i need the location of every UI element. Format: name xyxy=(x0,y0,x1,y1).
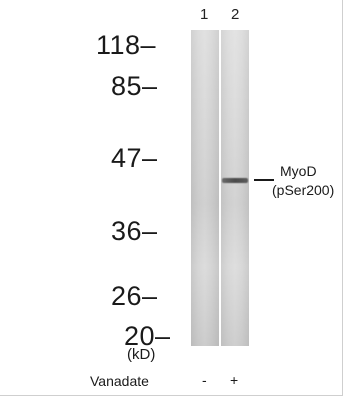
marker-85: 85– xyxy=(111,73,203,100)
band-label-protein: MyoD xyxy=(280,163,317,179)
treatment-label: Vanadate xyxy=(90,373,149,389)
lane-2-shading xyxy=(221,30,249,346)
marker-36: 36– xyxy=(111,218,203,245)
marker-26: 26– xyxy=(111,283,203,310)
marker-118-tick: – xyxy=(140,30,157,60)
myod-band xyxy=(222,178,248,183)
lane-2-number: 2 xyxy=(231,6,240,23)
lane-1-number: 1 xyxy=(200,6,209,23)
marker-20-label: 20 xyxy=(124,321,156,351)
blot-lane-2 xyxy=(221,30,249,346)
marker-20: 20– xyxy=(124,323,216,350)
kd-unit-label: (kD) xyxy=(127,346,156,363)
band-pointer-line xyxy=(254,179,274,181)
marker-47: 47– xyxy=(111,145,203,172)
marker-118: 118– xyxy=(96,32,188,59)
marker-36-label: 36 xyxy=(111,216,143,246)
blot-lane-1 xyxy=(191,30,219,346)
lane-2-treatment: + xyxy=(230,372,239,388)
marker-47-label: 47 xyxy=(111,143,143,173)
lane-1-shading xyxy=(191,30,219,346)
band-label-site: (pSer200) xyxy=(272,182,335,198)
lane-1-treatment: - xyxy=(202,372,207,388)
marker-47-tick: – xyxy=(142,143,158,173)
figure-frame xyxy=(0,0,343,396)
marker-36-tick: – xyxy=(142,216,158,246)
marker-20-tick: – xyxy=(155,321,171,351)
marker-26-label: 26 xyxy=(111,281,143,311)
marker-85-label: 85 xyxy=(111,71,143,101)
marker-85-tick: – xyxy=(142,71,158,101)
marker-118-label: 118 xyxy=(96,30,141,60)
marker-26-tick: – xyxy=(142,281,158,311)
